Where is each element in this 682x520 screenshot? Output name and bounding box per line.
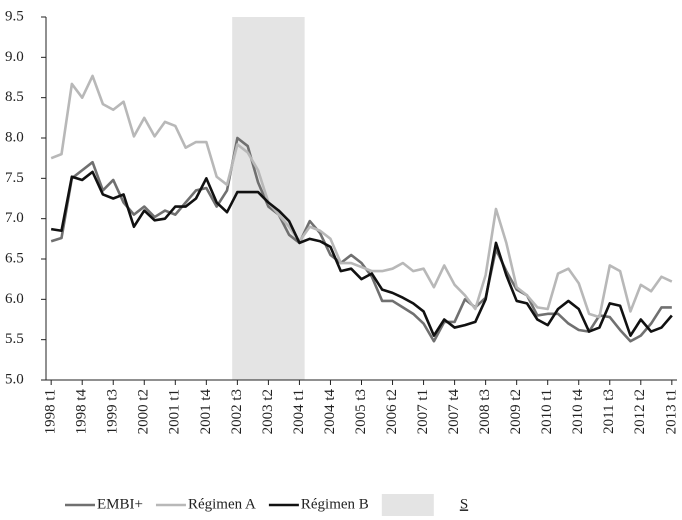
y-tick-label: 9.0	[5, 49, 24, 65]
x-tick-label: 2008 t3	[477, 389, 493, 434]
x-tick-label: 2011 t3	[601, 389, 617, 434]
x-tick-label: 2003 t2	[260, 389, 276, 434]
x-tick-label: 2001 t1	[167, 389, 183, 434]
x-tick-label: 1998 t4	[74, 389, 90, 435]
series-line	[50, 136, 672, 343]
x-tick-label: 2007 t1	[415, 389, 431, 434]
y-tick-label: 5.5	[5, 331, 24, 347]
x-tick-label: 1999 t3	[105, 389, 121, 434]
series-line	[50, 170, 673, 337]
y-tick-label: 6.5	[5, 250, 24, 266]
x-tick-label: 2013 t1	[663, 389, 679, 434]
y-tick-label: 7.0	[5, 210, 24, 226]
legend-label: Régimen A	[188, 496, 256, 512]
y-tick-label: 5.0	[5, 371, 24, 387]
x-tick-label: 2001 t4	[198, 389, 214, 435]
y-tick-label: 7.5	[5, 170, 24, 186]
x-tick-label: 2010 t1	[539, 389, 555, 434]
x-tick-label: 2002 t3	[229, 389, 245, 434]
y-tick-label: 8.0	[5, 129, 24, 145]
x-tick-label: 2004 t1	[291, 389, 307, 434]
x-tick-label: 2004 t4	[322, 389, 338, 435]
y-tick-label: 8.5	[5, 89, 24, 105]
x-tick-label: 2010 t4	[570, 389, 586, 435]
x-tick-label: 2005 t3	[353, 389, 369, 434]
y-tick-label: 9.5	[5, 8, 24, 24]
x-tick-label: 1998 t1	[43, 389, 59, 434]
x-tick-label: 2006 t2	[384, 389, 400, 434]
series-line	[50, 74, 673, 319]
x-tick-label: 2007 t4	[446, 389, 462, 435]
legend-swatch	[381, 494, 434, 516]
legend-label: EMBI+	[97, 496, 143, 512]
x-tick-label: 2000 t2	[136, 389, 152, 434]
legend-label: Régimen B	[301, 496, 369, 512]
y-tick-label: 6.0	[5, 291, 24, 307]
legend-label: S	[460, 496, 468, 512]
x-tick-label: 2012 t2	[632, 389, 648, 434]
x-tick-label: 2009 t2	[508, 389, 524, 434]
